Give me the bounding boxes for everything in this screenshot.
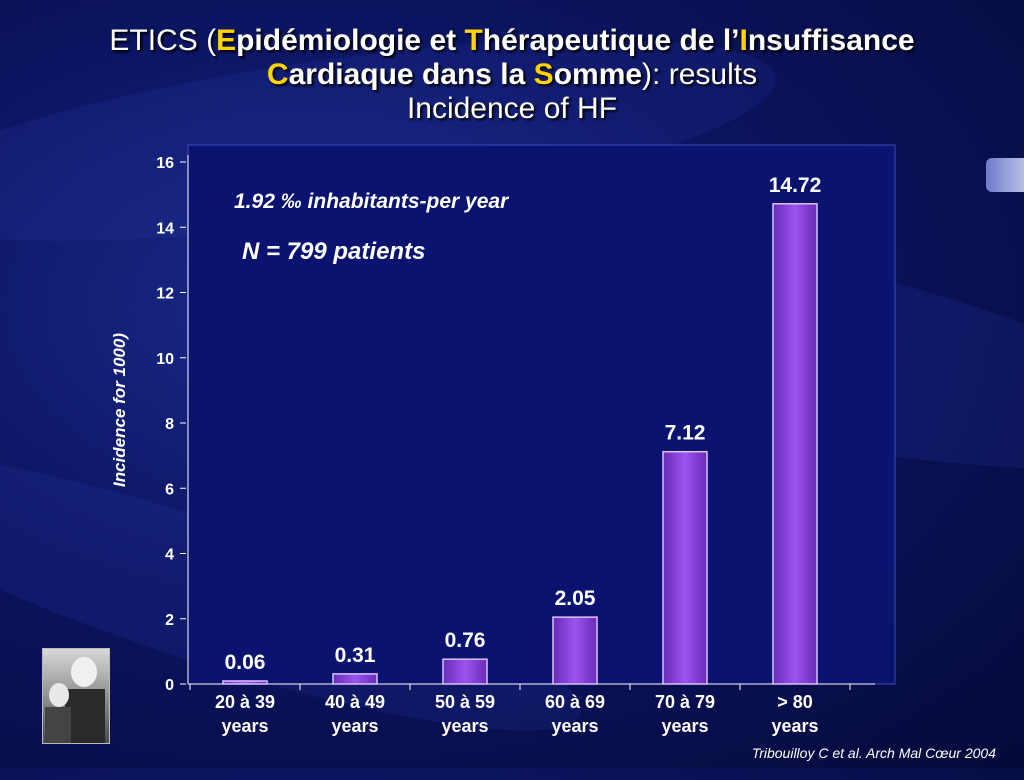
data-label: 2.05 — [555, 587, 596, 610]
y-tick-label: 12 — [156, 286, 174, 303]
patients-annotation: N = 799 patients — [242, 238, 426, 265]
y-tick-label: 8 — [165, 416, 174, 433]
portrait-photo — [42, 648, 110, 744]
y-tick-label: 6 — [165, 481, 174, 498]
decorative-tab — [986, 158, 1024, 192]
x-tick-label: years — [331, 716, 378, 736]
data-label: 7.12 — [665, 422, 706, 445]
x-tick-label: years — [771, 716, 818, 736]
chart-subtitle: Incidence of HF — [406, 92, 618, 125]
x-tick-label: 70 à 79 — [655, 692, 715, 712]
rate-annotation: 1.92 ‰ inhabitants-per year — [234, 190, 509, 213]
data-label: 14.72 — [769, 174, 822, 197]
y-tick-label: 10 — [156, 351, 174, 368]
source-citation: Tribouilloy C et al. Arch Mal Cœur 2004 — [751, 745, 996, 761]
bar — [662, 450, 708, 685]
bar — [552, 616, 598, 685]
slide-title: ETICS (Epidémiologie et Thérapeutique de… — [0, 24, 1024, 126]
x-tick-label: 20 à 39 — [215, 692, 275, 712]
x-tick-label: years — [661, 716, 708, 736]
y-tick-label: 0 — [165, 677, 174, 694]
x-tick-label: > 80 — [777, 692, 813, 712]
x-tick-label: years — [221, 716, 268, 736]
y-axis-label: Incidence for 1000) — [110, 332, 129, 488]
